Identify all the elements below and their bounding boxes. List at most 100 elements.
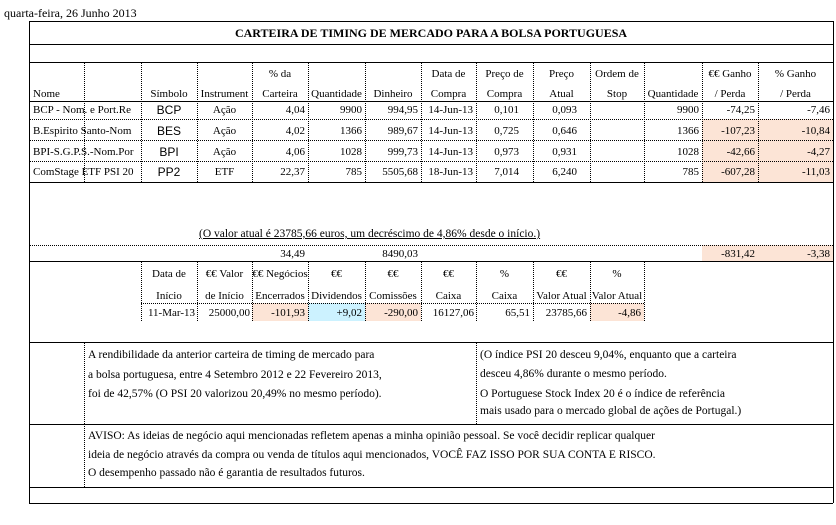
row-simbolo: BPI xyxy=(159,145,179,159)
row-ganho: -42,66 xyxy=(726,146,755,158)
total-ganho-pct: -3,38 xyxy=(807,248,830,260)
row-data: 18-Jun-13 xyxy=(428,166,473,178)
sum-h-dividendos-2: Dividendos xyxy=(311,290,362,302)
comissoes-bg xyxy=(365,303,421,321)
row-ganho-pct: -7,46 xyxy=(807,104,830,116)
sum-caixa-pct: 65,51 xyxy=(505,307,530,319)
valor-atual-note: (O valor atual é 23785,66 euros, um decr… xyxy=(199,228,541,240)
row-simbolo: BES xyxy=(156,124,181,138)
page-title: CARTEIRA DE TIMING DE MERCADO PARA A BOL… xyxy=(234,26,628,40)
aviso-line: O desempenho passado não é garantia de r… xyxy=(88,467,365,479)
row-pct: 4,02 xyxy=(285,125,305,137)
sum-comissoes: -290,00 xyxy=(384,307,418,319)
sum-h-data-1: Data de xyxy=(152,268,186,280)
header-pct-2: Carteira xyxy=(262,88,298,100)
row-ganho-pct: -11,03 xyxy=(801,166,830,178)
header-ganho-pct-1: % Ganho xyxy=(774,68,817,80)
row-ganho-pct: -10,84 xyxy=(801,125,830,137)
sum-negocios: -101,93 xyxy=(271,307,305,319)
sum-h-valor-atual-2: Valor Atual xyxy=(536,290,587,302)
row-preco-atual: 0,093 xyxy=(552,104,577,116)
header-quantidade2: Quantidade xyxy=(647,88,699,100)
left-text-line: foi de 42,57% (O PSI 20 valorizou 20,49%… xyxy=(88,388,382,400)
left-text-line: A rendibilidade da anterior carteira de … xyxy=(88,349,375,361)
aviso-line: ideia de negócio através da compra ou ve… xyxy=(88,449,656,461)
header-ganho-pct-2: / Perda xyxy=(780,88,811,100)
total-pct: 34,49 xyxy=(280,248,305,260)
row-dinheiro: 5505,68 xyxy=(382,166,418,178)
right-text-line: O Portuguese Stock Index 20 é o índice d… xyxy=(480,388,725,400)
total-ganho-bg xyxy=(702,245,833,261)
row-nome: B.Espirito Santo-Nom xyxy=(33,126,132,137)
row-dinheiro: 989,67 xyxy=(387,125,418,137)
sum-h-dividendos-1: €€ xyxy=(331,268,342,280)
row-preco-atual: 6,240 xyxy=(552,166,577,178)
sum-h-valor-2: de Início xyxy=(205,290,244,302)
left-text-line: a bolsa portuguesa, entre 4 Setembro 201… xyxy=(88,369,382,381)
total-ganho: -831,42 xyxy=(721,248,755,260)
header-instrumento: Instrument xyxy=(200,88,249,100)
row-nome: BCP - Nom. e Port.Re xyxy=(33,105,131,116)
row-qtd2: 1028 xyxy=(677,146,699,158)
sum-caixa: 16127,06 xyxy=(432,307,474,319)
right-text-line: desceu 4,86% durante o mesmo período. xyxy=(480,368,667,380)
row-pct: 4,04 xyxy=(285,104,305,116)
row-qtd: 1366 xyxy=(340,125,362,137)
header-simbolo: Símbolo xyxy=(150,88,188,100)
row-data: 14-Jun-13 xyxy=(428,125,473,137)
sum-h-negocios-1: €€ Negócios xyxy=(252,268,308,280)
row-preco-compra: 0,973 xyxy=(494,146,519,158)
aviso-line: AVISO: As ideias de negócio aqui mencion… xyxy=(88,430,655,442)
sum-h-valor-1: €€ Valor xyxy=(205,268,244,280)
header-preco-compra-1: Preço de xyxy=(485,68,524,80)
header-ordem-1: Ordem de xyxy=(595,68,639,80)
row-instrumento: ETF xyxy=(214,166,235,178)
total-dinheiro: 8490,03 xyxy=(382,248,418,260)
row-qtd2: 785 xyxy=(682,166,700,178)
valor-atual-pct-bg xyxy=(590,303,644,321)
row-qtd: 1028 xyxy=(340,146,362,158)
row-dinheiro: 994,95 xyxy=(387,104,418,116)
sum-h-valor-atual-pct-1: % xyxy=(612,268,622,280)
header-ganho-1: €€ Ganho xyxy=(708,68,752,80)
sum-dividendos: +9,02 xyxy=(336,307,362,319)
sum-h-valor-atual-pct-2: Valor Atual xyxy=(591,290,643,302)
header-preco-atual-2: Atual xyxy=(549,88,574,100)
row-instrumento: Ação xyxy=(212,146,237,158)
row-preco-compra: 7,014 xyxy=(494,166,519,178)
row-preco-compra: 0,725 xyxy=(494,125,519,137)
row-preco-atual: 0,931 xyxy=(552,146,577,158)
sum-h-data-2: Início xyxy=(156,290,182,302)
row-qtd: 785 xyxy=(345,166,363,178)
row-nome: BPI-S.G.P.S.-Nom.Por xyxy=(33,147,134,158)
row-qtd2: 9900 xyxy=(677,104,699,116)
row-instrumento: Ação xyxy=(212,104,237,116)
header-preco-compra-2: Compra xyxy=(486,88,523,100)
sum-h-negocios-2: Encerrados xyxy=(255,290,305,302)
header-quantidade: Quantidade xyxy=(311,88,362,100)
ganho-col-bg xyxy=(702,119,833,182)
row-qtd2: 1366 xyxy=(677,125,699,137)
header-ganho-2: / Perda xyxy=(714,88,746,100)
right-text-line: mais usado para o mercado global de açõe… xyxy=(480,405,742,417)
header-ordem-2: Stop xyxy=(606,88,628,100)
row-nome: ComStage ETF PSI 20 xyxy=(33,167,134,178)
header-pct-1: % da xyxy=(268,68,292,80)
row-ganho: -74,25 xyxy=(726,104,755,116)
row-simbolo: BCP xyxy=(156,103,182,117)
sum-valor-inicio: 25000,00 xyxy=(208,307,250,319)
row-ganho-pct: -4,27 xyxy=(807,146,830,158)
sum-valor-atual-pct: -4,86 xyxy=(618,307,641,319)
row-dinheiro: 999,73 xyxy=(387,146,418,158)
header-preco-atual-1: Preço xyxy=(548,68,575,80)
row-pct: 4,06 xyxy=(285,146,305,158)
row-ganho: -607,28 xyxy=(721,166,755,178)
sum-h-caixa-2: Caixa xyxy=(435,290,462,302)
row-pct: 22,37 xyxy=(280,166,305,178)
sum-h-caixa-pct-2: Caixa xyxy=(491,290,518,302)
row-data: 14-Jun-13 xyxy=(428,146,473,158)
sum-h-valor-atual-1: €€ xyxy=(556,268,567,280)
dividendos-bg xyxy=(308,303,365,321)
sum-h-comissoes-1: €€ xyxy=(387,268,399,280)
negocios-bg xyxy=(252,303,308,321)
